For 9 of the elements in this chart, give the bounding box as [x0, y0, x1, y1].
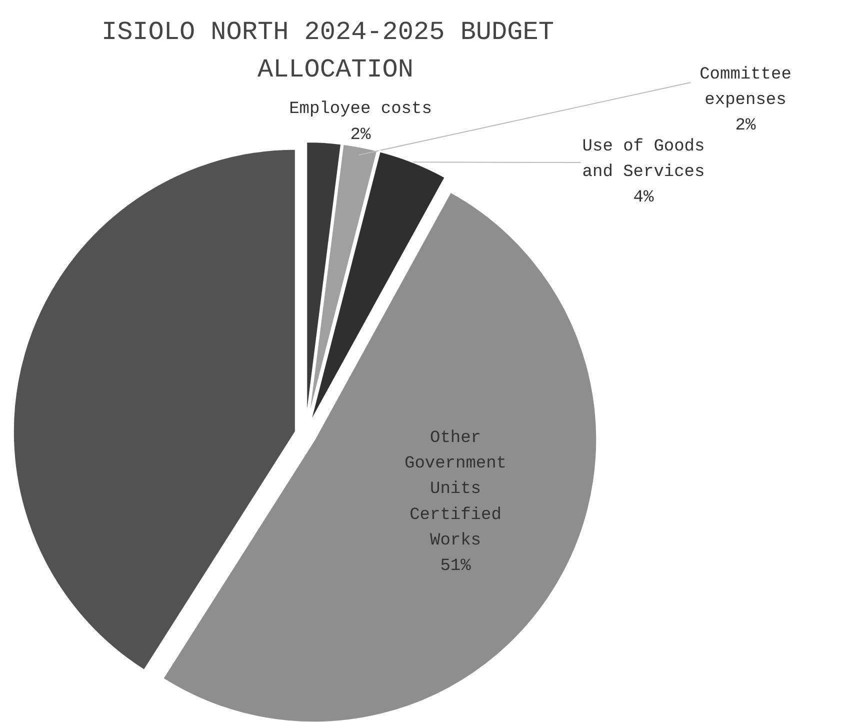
data-label: 51%	[440, 557, 472, 576]
slice-label: Employee costs	[289, 100, 432, 120]
slice-label: Other Government Units Certified Works	[404, 428, 507, 550]
data-label: 2%	[350, 126, 372, 145]
data-label: 2%	[735, 116, 756, 136]
slice-label: Use of Goods and Services	[582, 137, 705, 182]
chart-title: ISIOLO NORTH 2024-2025 BUDGET ALLOCATION	[101, 16, 554, 84]
data-label: 4%	[633, 188, 654, 208]
slice-label: Committee expenses	[700, 65, 792, 110]
